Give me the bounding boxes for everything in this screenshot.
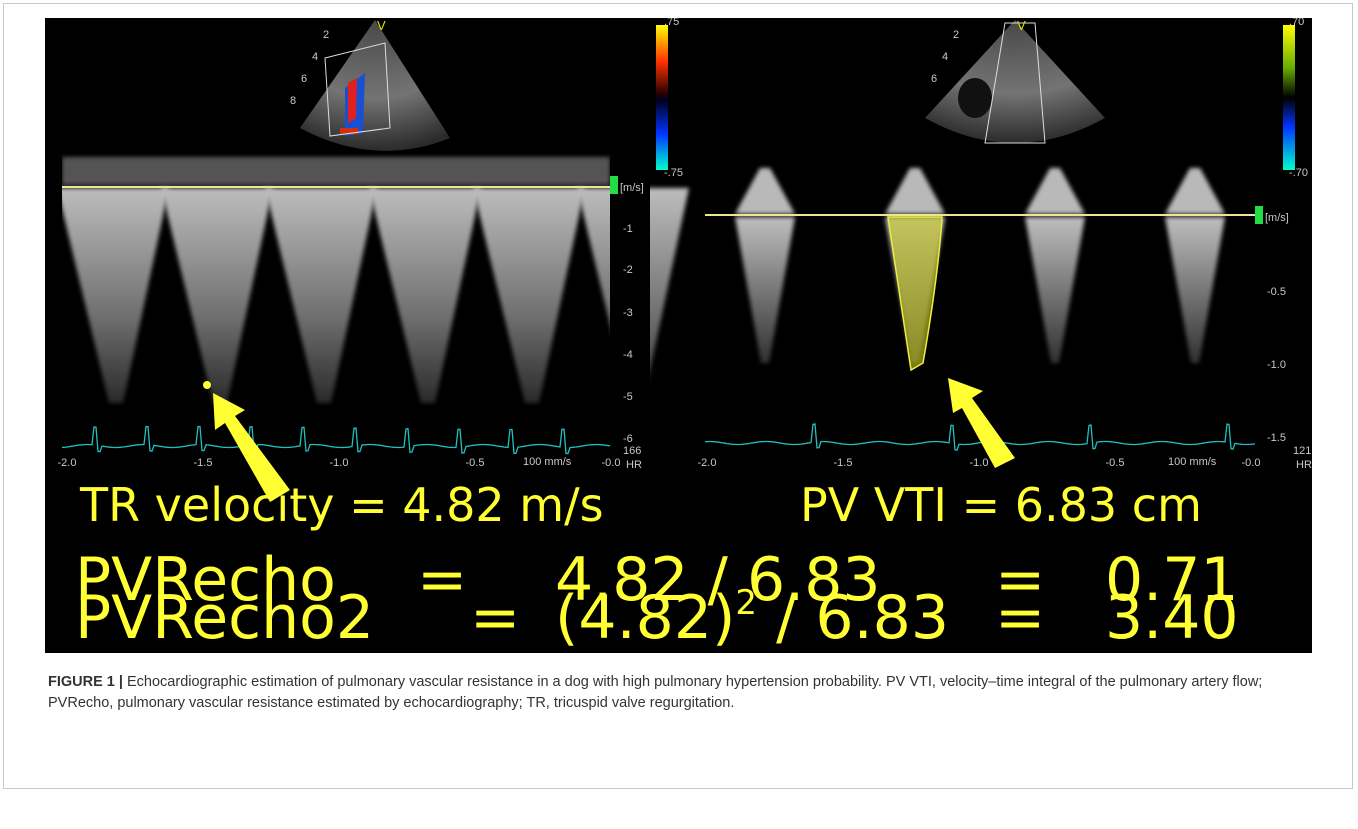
hr-value: 121: [1293, 445, 1311, 457]
caption: FIGURE 1 | Echocardiographic estimation …: [48, 672, 1313, 714]
depth-label: 6: [931, 73, 937, 85]
depth-label: 2: [323, 29, 329, 41]
tr-annotation: TR velocity = 4.82 m/s: [79, 478, 604, 532]
hr-label: HR: [626, 459, 642, 471]
sector-marker: V: [1017, 18, 1026, 33]
arrow: [948, 378, 1015, 468]
eq-operator: =: [470, 583, 520, 653]
depth-label: 4: [312, 51, 318, 63]
depth-label: 4: [942, 51, 948, 63]
y-tick-label: -1: [623, 223, 633, 235]
flow-envelope: [265, 188, 377, 403]
color-scale: [656, 25, 668, 170]
flow-spike: [885, 168, 945, 214]
y-tick-label: -0.5: [1267, 286, 1286, 298]
x-tick-label: -2.0: [698, 457, 717, 469]
sweep-speed: 100 mm/s: [523, 456, 572, 468]
depth-label: 8: [290, 95, 296, 107]
flow-envelope: [735, 217, 795, 363]
flow-envelope: [1165, 217, 1225, 363]
eq-name: PVRecho2: [75, 583, 374, 653]
depth-label: 2: [953, 29, 959, 41]
sector-image: [300, 20, 450, 151]
arrow: [213, 393, 290, 502]
flow-spike: [735, 168, 795, 214]
scale-top: .70: [1289, 18, 1304, 28]
eq-operator: =: [417, 545, 467, 615]
hr-label: HR: [1296, 459, 1312, 471]
flow-envelope: [473, 188, 585, 403]
flow-envelope: [161, 188, 273, 403]
x-tick-label: -1.5: [194, 457, 213, 469]
mask: [610, 157, 650, 457]
unit-label: [m/s]: [620, 182, 644, 194]
eq-base: (4.82): [555, 583, 735, 653]
x-tick-label: -0.0: [602, 457, 621, 469]
x-tick-label: -2.0: [58, 457, 77, 469]
x-tick-label: -0.0: [1242, 457, 1261, 469]
color-box: [324, 42, 391, 137]
eq-expression: (4.82)2 / 6.83: [555, 583, 949, 653]
eq-result: 3.40: [1105, 583, 1239, 653]
color-flow: [348, 78, 357, 123]
scale-bottom: -.75: [664, 167, 683, 179]
color-box: [984, 22, 1046, 144]
flow-spike: [1165, 168, 1225, 214]
peak-marker: [203, 381, 211, 389]
eq-operator: =: [995, 583, 1045, 653]
eq-expression: 4.82 / 6.83: [555, 545, 881, 615]
vti-trace: [887, 216, 943, 372]
eq-name: PVRecho: [75, 545, 336, 615]
y-tick-label: -1.0: [1267, 359, 1286, 371]
scale-top: .75: [664, 18, 679, 28]
x-tick-label: -1.0: [970, 457, 989, 469]
sector-marker: V: [377, 18, 386, 33]
spectral-band: [62, 157, 610, 185]
vti-annotation: PV VTI = 6.83 cm: [800, 478, 1202, 532]
ecg-trace: [704, 423, 1256, 451]
eq-rest: / 6.83: [757, 583, 949, 653]
scale-marker: [610, 176, 618, 194]
eq-exponent: 2: [735, 583, 757, 623]
doppler-spectrum: [45, 157, 689, 457]
eq-operator: =: [995, 545, 1045, 615]
hr-value: 166: [623, 445, 641, 457]
color-scale: [1283, 25, 1295, 170]
y-tick-label: -5: [623, 391, 633, 403]
unit-label: [m/s]: [1265, 212, 1289, 224]
figure-frame: [3, 3, 1353, 789]
image-background: [45, 18, 1312, 653]
depth-label: 6: [301, 73, 307, 85]
flow-spike: [1025, 168, 1085, 214]
flow-envelope: [1025, 217, 1085, 363]
caption-text: Echocardiographic estimation of pulmonar…: [48, 674, 1263, 711]
mask: [45, 157, 62, 457]
y-tick-label: -2: [623, 264, 633, 276]
figure-image: .75 -.75 .70 -.70 V V [m/s] [m/s] 166 HR…: [45, 18, 1312, 653]
flow-envelope: [57, 188, 169, 403]
flow-envelope: [369, 188, 481, 403]
y-tick-label: -6: [623, 433, 633, 445]
y-tick-label: -1.5: [1267, 432, 1286, 444]
sector-detail: [958, 78, 992, 118]
ecg-trace: [61, 425, 611, 455]
x-tick-label: -0.5: [1106, 457, 1125, 469]
sweep-speed: 100 mm/s: [1168, 456, 1217, 468]
x-tick-label: -1.0: [330, 457, 349, 469]
y-tick-label: -3: [623, 307, 633, 319]
scale-bottom: -.70: [1289, 167, 1308, 179]
scale-marker: [1255, 206, 1263, 224]
caption-label: FIGURE 1 |: [48, 674, 123, 690]
x-tick-label: -0.5: [466, 457, 485, 469]
y-tick-label: -4: [623, 349, 633, 361]
eq-result: 0.71: [1105, 545, 1239, 615]
x-tick-label: -1.5: [834, 457, 853, 469]
